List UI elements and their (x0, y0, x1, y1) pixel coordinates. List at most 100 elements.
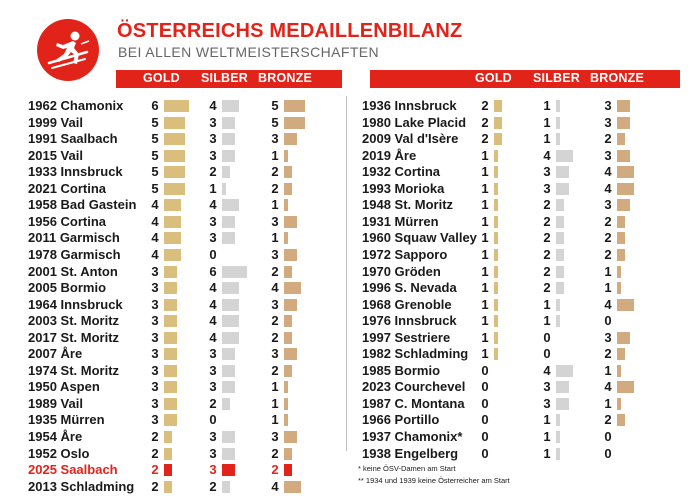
bronze-bar (617, 348, 625, 360)
gold-bar (164, 431, 172, 443)
bronze-bar (284, 232, 288, 244)
silber-bar (222, 464, 235, 476)
column-header-silber: SILBER (201, 71, 249, 85)
row-label: 1974 St. Moritz (28, 363, 120, 378)
silber-value: 3 (543, 164, 551, 179)
silber-bar (556, 299, 560, 311)
silber-value: 4 (209, 330, 217, 345)
gold-bar (494, 100, 502, 112)
silber-bar (222, 348, 235, 360)
row-label: 1952 Oslo (28, 446, 90, 461)
bronze-value: 2 (271, 446, 279, 461)
gold-value: 0 (481, 429, 489, 444)
silber-value: 1 (543, 115, 551, 130)
bronze-value: 3 (271, 131, 279, 146)
row-label: 1956 Cortina (28, 214, 107, 229)
gold-value: 2 (151, 479, 159, 494)
gold-bar (164, 266, 177, 278)
silber-value: 2 (543, 197, 551, 212)
silber-bar (222, 166, 230, 178)
header-bar-right (370, 70, 680, 88)
row-label: 1950 Aspen (28, 379, 100, 394)
bronze-bar (617, 249, 625, 261)
row-label: 2001 St. Anton (28, 264, 118, 279)
bronze-value: 3 (604, 330, 612, 345)
row-label: 2013 Schladming (28, 479, 135, 494)
bronze-value: 3 (271, 214, 279, 229)
bronze-bar (284, 266, 292, 278)
gold-bar (494, 332, 498, 344)
gold-value: 5 (151, 131, 159, 146)
bronze-bar (617, 216, 625, 228)
gold-bar (494, 315, 498, 327)
table-row: 2001 St. Anton 3 6 2 (28, 264, 348, 280)
table-row: 2009 Val d'Isère 2 1 2 (362, 131, 682, 147)
bronze-bar (617, 117, 630, 129)
row-label: 1960 Squaw Valley (362, 230, 477, 245)
bronze-bar (617, 100, 630, 112)
bronze-bar (617, 365, 621, 377)
gold-value: 1 (481, 297, 489, 312)
gold-bar (494, 266, 498, 278)
row-label: 2019 Åre (362, 148, 417, 163)
bronze-bar (284, 166, 292, 178)
row-label: 1997 Sestriere (362, 330, 451, 345)
row-label: 1966 Portillo (362, 412, 440, 427)
bronze-bar (284, 431, 297, 443)
table-row: 1954 Åre 2 3 3 (28, 429, 348, 445)
bronze-bar (284, 481, 301, 493)
column-divider (346, 96, 347, 451)
silber-value: 2 (209, 164, 217, 179)
table-row: 1987 C. Montana 0 3 1 (362, 396, 682, 412)
bronze-value: 1 (271, 379, 279, 394)
bronze-bar (284, 398, 288, 410)
bronze-bar (617, 183, 634, 195)
bronze-bar (284, 133, 297, 145)
gold-bar (164, 448, 172, 460)
silber-bar (222, 150, 235, 162)
silber-bar (556, 315, 560, 327)
silber-bar (222, 282, 239, 294)
table-row: 2017 St. Moritz 3 4 2 (28, 330, 348, 346)
silber-bar (222, 481, 230, 493)
bronze-bar (617, 150, 630, 162)
bronze-value: 2 (271, 164, 279, 179)
gold-bar (494, 150, 498, 162)
skier-icon (37, 19, 99, 81)
silber-bar (556, 398, 569, 410)
table-row: 2011 Garmisch 4 3 1 (28, 230, 348, 246)
gold-bar (494, 216, 498, 228)
gold-bar (164, 117, 185, 129)
gold-value: 0 (481, 396, 489, 411)
bronze-value: 3 (271, 247, 279, 262)
gold-bar (164, 249, 181, 261)
row-label: 2005 Bormio (28, 280, 107, 295)
gold-value: 1 (481, 214, 489, 229)
silber-bar (222, 266, 247, 278)
table-row: 2013 Schladming 2 2 4 (28, 479, 348, 495)
silber-value: 3 (209, 131, 217, 146)
gold-bar (164, 398, 177, 410)
gold-value: 3 (151, 412, 159, 427)
gold-value: 1 (481, 313, 489, 328)
bronze-value: 2 (604, 214, 612, 229)
bronze-bar (617, 398, 621, 410)
silber-value: 3 (209, 148, 217, 163)
table-row: 1956 Cortina 4 3 3 (28, 214, 348, 230)
silber-value: 3 (209, 230, 217, 245)
header-bar-left (116, 70, 342, 88)
gold-value: 3 (151, 396, 159, 411)
column-header-gold: GOLD (143, 71, 180, 85)
silber-value: 3 (209, 429, 217, 444)
table-row: 2023 Courchevel 0 3 4 (362, 379, 682, 395)
table-row: 1950 Aspen 3 3 1 (28, 379, 348, 395)
gold-value: 2 (151, 462, 159, 477)
silber-bar (222, 133, 235, 145)
gold-bar (494, 133, 502, 145)
bronze-bar (284, 381, 288, 393)
gold-value: 3 (151, 264, 159, 279)
bronze-value: 5 (271, 98, 279, 113)
gold-bar (494, 117, 502, 129)
bronze-value: 4 (604, 164, 612, 179)
gold-value: 3 (151, 379, 159, 394)
